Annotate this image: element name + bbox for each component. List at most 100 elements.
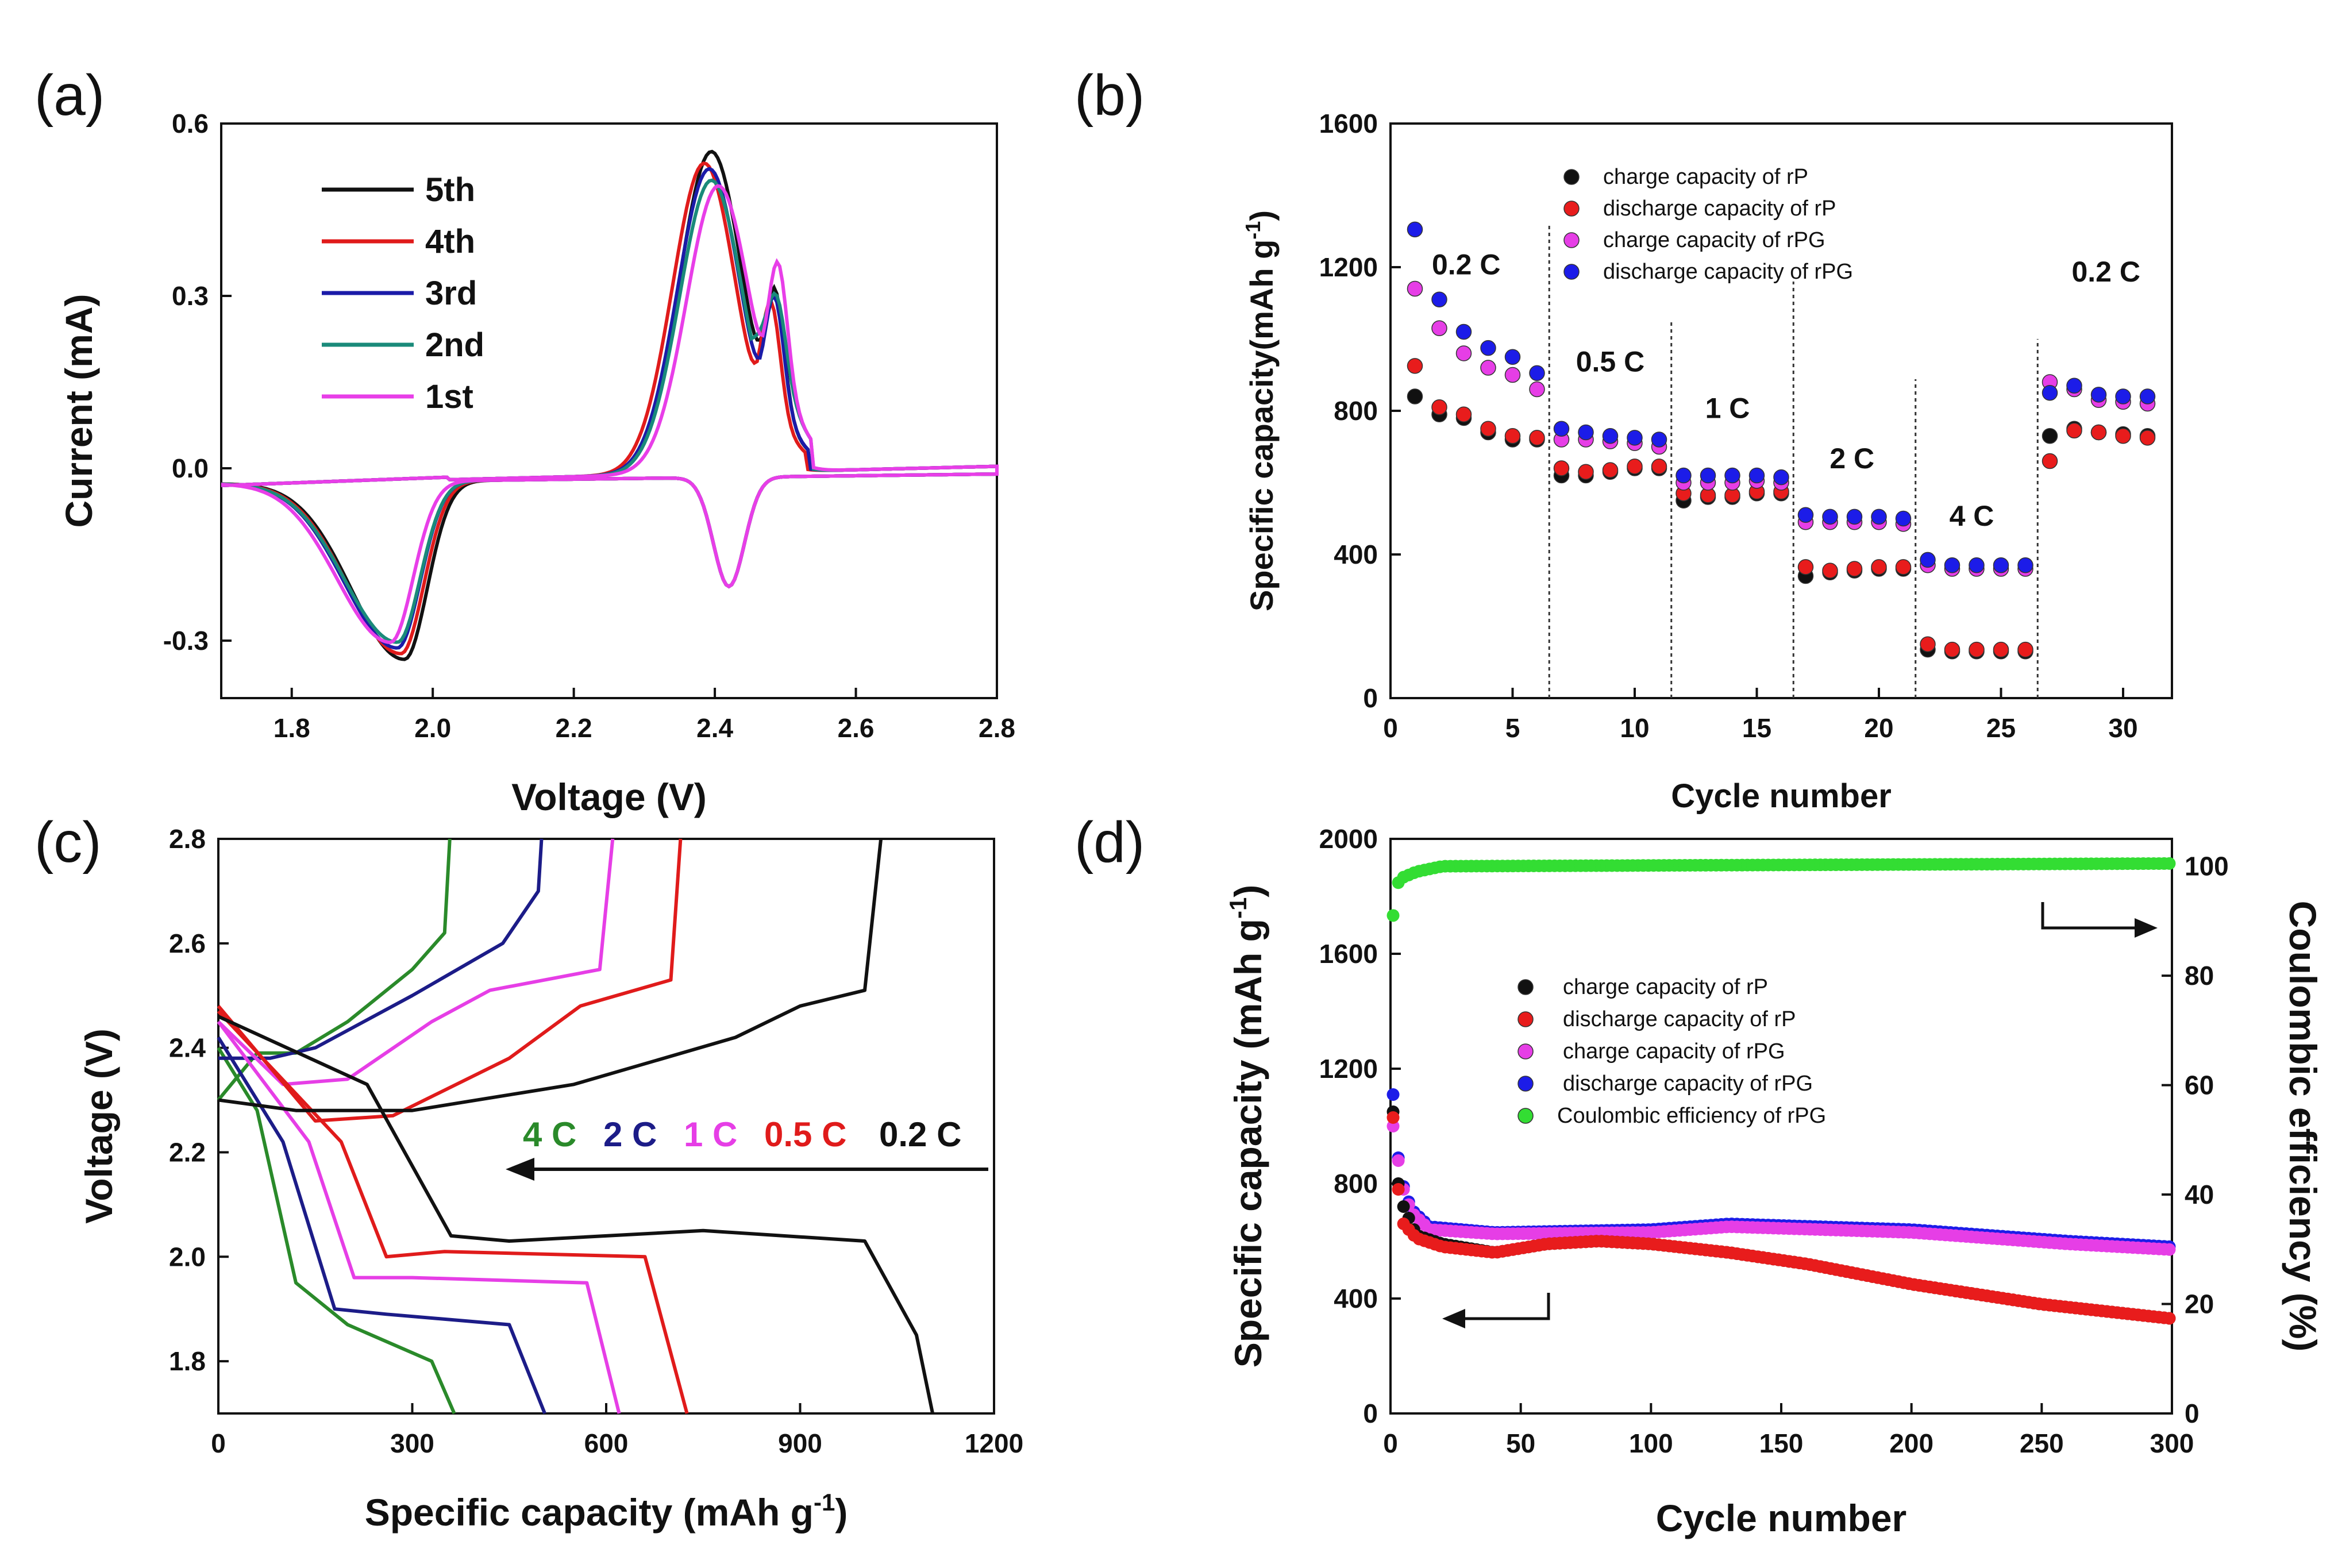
panel-d-legend: charge capacity of rP discharge capacity … [1517, 975, 1826, 1128]
panel-b-ylabel-sup: -1 [1241, 221, 1265, 240]
panel-d-xtick-label-3: 150 [1759, 1428, 1804, 1458]
panel-c-curve-charge-0 [217, 838, 452, 1101]
panel-a-ylabel: Current (mA) [57, 294, 100, 528]
panel-d-point-0-5 [1397, 1200, 1410, 1213]
panel-c-ytick-label-4: 2.6 [169, 929, 206, 958]
panel-d-point-2-3 [1392, 1154, 1405, 1167]
panel-a-ytick-label-1: 0.0 [172, 453, 209, 483]
panel-a-legend: 5th 4th 3rd 2nd 1st [322, 171, 484, 415]
panel-b-point-1-2 [1455, 406, 1472, 422]
panel-b-point-1-19 [1871, 559, 1887, 575]
panel-b-point-3-22 [1944, 557, 1960, 573]
panel-b-point-1-22 [1944, 641, 1960, 658]
panel-d-legend-dot-2 [1517, 1043, 1534, 1060]
panel-d-y2tick-label-4: 80 [2185, 961, 2214, 991]
panel-b-point-3-27 [2066, 377, 2082, 394]
panel-b-point-3-13 [1724, 467, 1740, 484]
panel-c-curve-charge-1 [218, 838, 544, 1060]
panel-d-point-2-299 [2163, 1243, 2176, 1256]
panel-b-point-3-5 [1529, 365, 1545, 382]
panel-d-ytick-label-2: 800 [1334, 1169, 1378, 1199]
panel-b-rate-label-5: 0.2 C [2071, 256, 2140, 288]
arrow-left-axis-line [1457, 1293, 1550, 1320]
panel-b-point-0-26 [2042, 428, 2058, 444]
panel-d-ticks: 0 50 100 150 200 250 3000400800120016002000020… [1319, 824, 2229, 1458]
panel-b-point-3-4 [1504, 349, 1521, 365]
panel-c-xtick-label-2: 600 [584, 1428, 629, 1458]
panel-b-point-1-23 [1969, 641, 1985, 658]
panel-d-point-4-1 [1386, 909, 1400, 922]
panel-d-legend-label-1: discharge capacity of rP [1563, 1007, 1796, 1031]
panel-b-point-1-24 [1993, 641, 2009, 658]
panel-b-point-3-1 [1431, 291, 1447, 307]
panel-b-separators [1548, 224, 2039, 698]
panel-a-legend-label-1: 4th [425, 223, 475, 260]
panel-a-xtick-label-3: 2.4 [696, 713, 733, 743]
panel-b-xtick-label-1: 5 [1505, 713, 1520, 743]
panel-d-xlabel: Cycle number [1656, 1497, 1906, 1539]
panel-b-ytick-label-4: 1600 [1319, 109, 1378, 138]
panel-b-ytick-label-3: 1200 [1319, 252, 1378, 282]
panel-b-point-2-1 [1431, 320, 1447, 336]
panel-d-ytick-label-4: 1600 [1319, 939, 1378, 969]
panel-d-points [1386, 857, 2176, 1325]
arrow-right-axis-head [2135, 918, 2158, 938]
panel-d-legend-dot-3 [1517, 1076, 1534, 1092]
panel-b-point-3-15 [1773, 469, 1789, 486]
panel-b-point-3-24 [1993, 557, 2009, 573]
panel-d-y2tick-label-3: 60 [2185, 1070, 2214, 1100]
panel-c-rate-1c: 1 C [684, 1115, 737, 1154]
panel-b-xtick-label-0: 0 [1383, 713, 1398, 743]
panel-b-point-3-28 [2090, 387, 2107, 403]
panel-b-legend-dot-1 [1563, 201, 1580, 217]
panel-b-point-1-5 [1529, 430, 1545, 446]
panel-b-point-3-29 [2115, 388, 2131, 404]
arrow-right-axis [2041, 902, 2146, 930]
panel-b-point-3-3 [1480, 340, 1496, 356]
panel-b-point-1-4 [1504, 428, 1521, 444]
panel-b-point-1-16 [1797, 559, 1814, 575]
panel-b-point-1-17 [1822, 563, 1838, 579]
panel-a-cv: 1.8 2.0 2.2 2.4 2.6 2.8 -0.3 0.0 0.3 0.6 5th 4th 3r… [57, 109, 1015, 818]
panel-d-ytick-label-3: 1200 [1319, 1054, 1378, 1084]
panel-d-point-4-299 [2163, 857, 2176, 870]
panel-b-rate-label-2: 1 C [1705, 392, 1750, 425]
panel-a-legend-label-4: 1st [425, 378, 473, 415]
panel-b-point-3-19 [1871, 508, 1887, 525]
panel-b-point-3-14 [1748, 467, 1765, 484]
panel-b-ytick-label-1: 400 [1334, 540, 1378, 569]
panel-b-point-1-21 [1920, 636, 1936, 652]
panel-b-point-1-3 [1480, 421, 1496, 437]
panel-b-legend-dot-3 [1563, 264, 1580, 280]
panel-c-curve-charge-3 [217, 838, 683, 1123]
panel-d-ylabel-end: ) [1227, 885, 1269, 897]
panel-a-ticks: 1.8 2.0 2.2 2.4 2.6 2.8 -0.3 0.0 0.3 0.6 [163, 109, 1015, 743]
panel-c-ytick-label-1: 2.0 [169, 1242, 206, 1272]
panel-c-ytick-label-2: 2.2 [169, 1137, 206, 1167]
panel-b-rate-label-3: 2 C [1829, 442, 1874, 475]
panel-c-annotation: 4 C 2 C 1 C 0.5 C 0.2 C [506, 1115, 988, 1181]
panel-d-y2label: Coulombic efficiency (%) [2282, 901, 2324, 1352]
panel-b-ylabel: Specific capacity(mAh g-1) [1241, 210, 1280, 611]
panel-d-y2tick-label-2: 40 [2185, 1180, 2214, 1209]
panel-a-xtick-label-5: 2.8 [979, 713, 1015, 743]
panel-c-profiles: 0 300 600 900 1200 1.8 2.0 2.2 2.4 2.6 2.8 4 C 2 C… [78, 824, 1023, 1534]
panel-b-xtick-label-3: 15 [1742, 713, 1771, 743]
panel-d-point-1-1 [1386, 1111, 1400, 1124]
panel-b-point-3-6 [1553, 421, 1570, 437]
panel-b-legend: charge capacity of rP discharge capacity … [1563, 165, 1853, 284]
arrow-left-axis-head [1442, 1309, 1465, 1328]
panel-d-xtick-label-2: 100 [1629, 1428, 1673, 1458]
panel-b-points [1407, 221, 2156, 660]
panel-d-ytick-label-5: 2000 [1319, 824, 1378, 854]
panel-d-y2tick-label-5: 100 [2185, 852, 2229, 881]
panel-a-legend-label-0: 5th [425, 171, 475, 209]
panel-b-ylabel-main: Specific capacity(mAh g [1243, 240, 1280, 611]
panel-c-xtick-label-4: 1200 [965, 1428, 1023, 1458]
panel-d-legend-dot-1 [1517, 1011, 1534, 1027]
panel-d-legend-label-2: charge capacity of rPG [1563, 1039, 1785, 1064]
panel-a-xtick-label-0: 1.8 [274, 713, 310, 743]
panel-d-legend-label-3: discharge capacity of rPG [1563, 1072, 1813, 1096]
panel-b-xtick-label-5: 25 [1986, 713, 2016, 743]
